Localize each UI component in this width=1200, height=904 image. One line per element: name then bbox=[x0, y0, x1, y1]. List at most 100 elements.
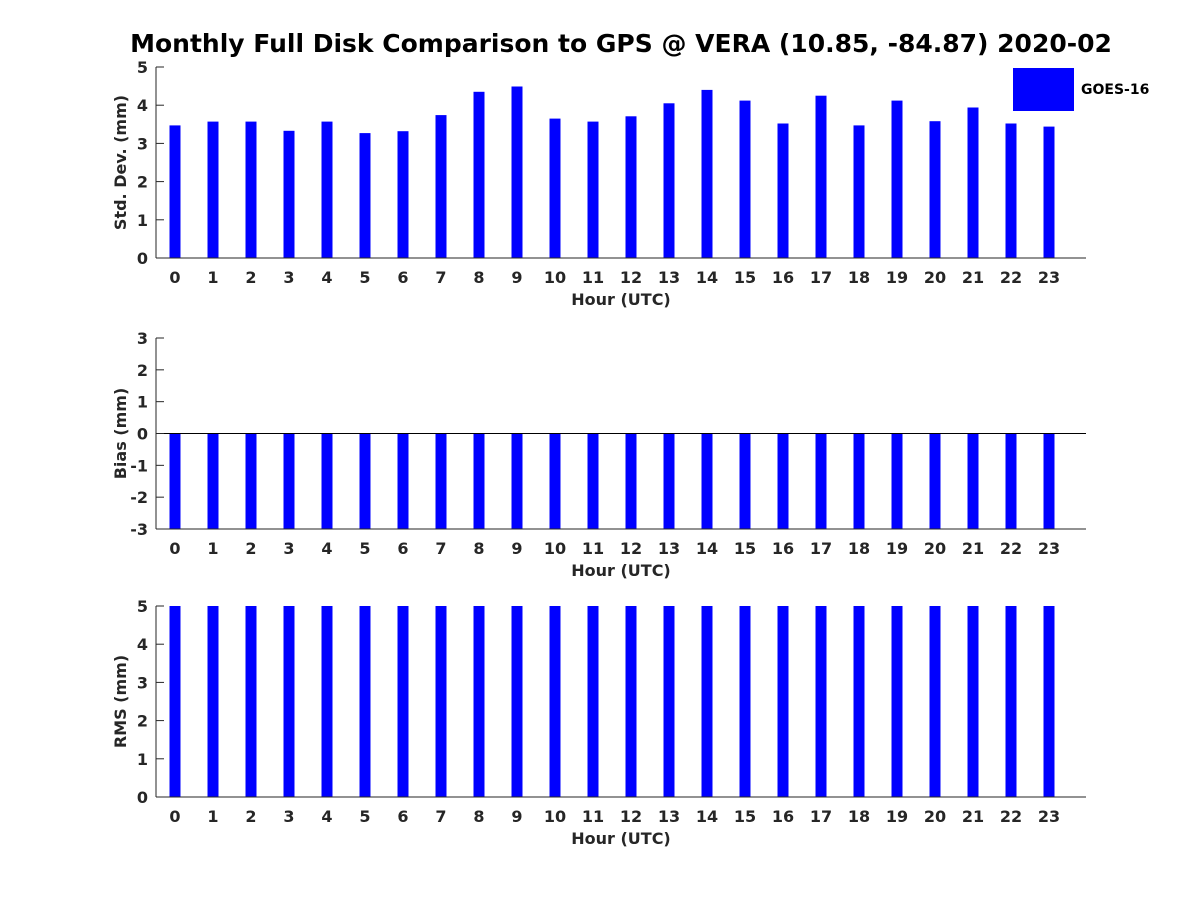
x-tick-label: 7 bbox=[435, 539, 446, 558]
x-axis-label: Hour (UTC) bbox=[571, 829, 671, 848]
x-tick-label: 10 bbox=[544, 807, 566, 826]
x-tick-label: 14 bbox=[696, 539, 718, 558]
bar-hour-15 bbox=[739, 100, 751, 258]
bar-hour-3 bbox=[283, 130, 295, 258]
y-tick-label: -1 bbox=[130, 456, 148, 475]
x-tick-label: 8 bbox=[473, 268, 484, 287]
bar-hour-7 bbox=[435, 606, 447, 797]
x-tick-label: 7 bbox=[435, 807, 446, 826]
bar-hour-23 bbox=[1043, 433, 1055, 529]
y-tick-label: 0 bbox=[137, 249, 148, 268]
bar-hour-6 bbox=[397, 433, 409, 529]
x-tick-label: 3 bbox=[283, 268, 294, 287]
x-tick-label: 1 bbox=[207, 268, 218, 287]
bar-hour-20 bbox=[929, 606, 941, 797]
x-tick-label: 13 bbox=[658, 268, 680, 287]
bar-hour-12 bbox=[625, 606, 637, 797]
x-tick-label: 1 bbox=[207, 539, 218, 558]
legend-label: GOES-16 bbox=[1081, 82, 1149, 98]
bar-hour-19 bbox=[891, 100, 903, 258]
bar-hour-1 bbox=[207, 606, 219, 797]
x-tick-label: 17 bbox=[810, 539, 832, 558]
bar-hour-10 bbox=[549, 433, 561, 529]
bar-hour-9 bbox=[511, 86, 523, 258]
x-tick-label: 14 bbox=[696, 807, 718, 826]
x-tick-label: 19 bbox=[886, 268, 908, 287]
x-tick-label: 19 bbox=[886, 539, 908, 558]
bar-hour-22 bbox=[1005, 433, 1017, 529]
y-tick-label: 0 bbox=[137, 425, 148, 444]
bar-hour-13 bbox=[663, 103, 675, 258]
bar-hour-7 bbox=[435, 433, 447, 529]
bar-hour-11 bbox=[587, 606, 599, 797]
y-tick-label: 3 bbox=[137, 134, 148, 153]
bar-hour-14 bbox=[701, 433, 713, 529]
bar-hour-9 bbox=[511, 606, 523, 797]
x-tick-label: 4 bbox=[321, 539, 332, 558]
x-tick-label: 17 bbox=[810, 807, 832, 826]
x-tick-label: 11 bbox=[582, 539, 604, 558]
x-tick-label: 11 bbox=[582, 268, 604, 287]
y-tick-label: 2 bbox=[137, 173, 148, 192]
bar-hour-11 bbox=[587, 433, 599, 529]
bar-hour-10 bbox=[549, 606, 561, 797]
bar-hour-21 bbox=[967, 606, 979, 797]
x-tick-label: 5 bbox=[359, 268, 370, 287]
x-tick-label: 2 bbox=[245, 539, 256, 558]
x-tick-label: 5 bbox=[359, 807, 370, 826]
bar-hour-17 bbox=[815, 95, 827, 258]
bar-hour-2 bbox=[245, 606, 257, 797]
bar-hour-16 bbox=[777, 123, 789, 258]
x-tick-label: 8 bbox=[473, 807, 484, 826]
x-tick-label: 12 bbox=[620, 807, 642, 826]
bar-hour-5 bbox=[359, 433, 371, 529]
bar-hour-6 bbox=[397, 131, 409, 258]
x-tick-label: 21 bbox=[962, 807, 984, 826]
x-tick-label: 13 bbox=[658, 539, 680, 558]
y-tick-label: 4 bbox=[137, 635, 148, 654]
y-tick-label: 1 bbox=[137, 211, 148, 230]
x-tick-label: 4 bbox=[321, 268, 332, 287]
y-tick-label: 0 bbox=[137, 788, 148, 807]
y-tick-label: 3 bbox=[137, 673, 148, 692]
legend-swatch-goes-16 bbox=[1013, 68, 1074, 111]
x-tick-label: 20 bbox=[924, 268, 946, 287]
x-tick-label: 15 bbox=[734, 268, 756, 287]
bar-hour-3 bbox=[283, 606, 295, 797]
bar-hour-22 bbox=[1005, 606, 1017, 797]
x-tick-label: 3 bbox=[283, 539, 294, 558]
bar-hour-3 bbox=[283, 433, 295, 529]
y-tick-label: 2 bbox=[137, 712, 148, 731]
x-tick-label: 10 bbox=[544, 539, 566, 558]
x-tick-label: 9 bbox=[511, 268, 522, 287]
bar-hour-2 bbox=[245, 121, 257, 258]
bar-hour-21 bbox=[967, 433, 979, 529]
x-axis-label: Hour (UTC) bbox=[571, 561, 671, 580]
x-tick-label: 11 bbox=[582, 807, 604, 826]
bar-hour-2 bbox=[245, 433, 257, 529]
bar-hour-13 bbox=[663, 606, 675, 797]
bar-hour-0 bbox=[169, 125, 181, 259]
x-tick-label: 16 bbox=[772, 807, 794, 826]
bar-hour-5 bbox=[359, 133, 371, 258]
y-tick-label: 1 bbox=[137, 393, 148, 412]
x-tick-label: 0 bbox=[169, 807, 180, 826]
bar-hour-16 bbox=[777, 433, 789, 529]
x-tick-label: 0 bbox=[169, 268, 180, 287]
bar-hour-21 bbox=[967, 107, 979, 258]
x-tick-label: 1 bbox=[207, 807, 218, 826]
bar-hour-10 bbox=[549, 118, 561, 258]
x-tick-label: 22 bbox=[1000, 268, 1022, 287]
bar-hour-4 bbox=[321, 606, 333, 797]
x-tick-label: 9 bbox=[511, 807, 522, 826]
x-tick-label: 18 bbox=[848, 807, 870, 826]
x-axis-label: Hour (UTC) bbox=[571, 290, 671, 309]
x-tick-label: 23 bbox=[1038, 807, 1060, 826]
x-tick-label: 13 bbox=[658, 807, 680, 826]
y-tick-label: 5 bbox=[137, 597, 148, 616]
x-tick-label: 6 bbox=[397, 268, 408, 287]
y-tick-label: -2 bbox=[130, 488, 148, 507]
x-tick-label: 2 bbox=[245, 807, 256, 826]
